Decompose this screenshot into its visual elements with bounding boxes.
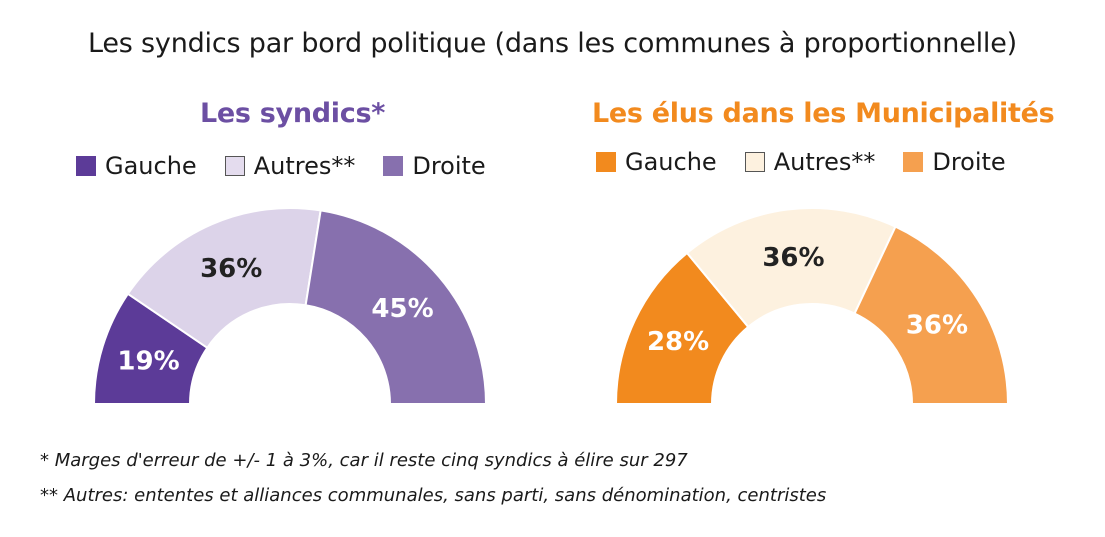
legend-swatch-autres (224, 156, 245, 176)
legend-label-autres: Autres** (253, 152, 356, 180)
panel-title-syndics: Les syndics* (200, 98, 386, 129)
slice-elus-droite (853, 225, 1010, 405)
legend-swatch-autres (744, 152, 765, 172)
chart-title: Les syndics par bord politique (dans les… (88, 28, 1017, 59)
footnote-margin: * Marges d'erreur de +/- 1 à 3%, car il … (40, 450, 688, 471)
slice-syndics-autres (126, 207, 322, 350)
legend-item-gauche: Gauche (596, 148, 717, 176)
footnote-autres: ** Autres: ententes et alliances communa… (40, 485, 827, 506)
legend-item-droite: Droite (903, 148, 1006, 176)
legend-swatch-gauche (76, 156, 96, 176)
panel-title-elus: Les élus dans les Municipalités (592, 98, 1055, 129)
legend-item-autres: Autres** (224, 152, 356, 180)
slice-label-elus-droite: 36% (906, 311, 968, 341)
legend-item-autres: Autres** (744, 148, 876, 176)
slice-label-elus-autres: 36% (762, 243, 824, 273)
legend-label-gauche: Gauche (105, 152, 197, 180)
legend-swatch-gauche (596, 152, 616, 172)
legend-swatch-droite (903, 152, 924, 172)
legend-label-autres: Autres** (773, 148, 876, 176)
slice-label-syndics-gauche: 19% (117, 346, 179, 376)
slice-label-syndics-autres: 36% (200, 254, 262, 284)
legend-item-droite: Droite (383, 152, 486, 180)
slice-elus-autres (685, 207, 897, 329)
slice-syndics-droite (304, 209, 488, 405)
legend-syndics: Gauche Autres** Droite (76, 152, 486, 180)
slice-label-elus-gauche: 28% (647, 327, 709, 357)
legend-label-droite: Droite (412, 152, 486, 180)
legend-item-gauche: Gauche (76, 152, 197, 180)
legend-label-droite: Droite (932, 148, 1006, 176)
legend-elus: Gauche Autres** Droite (596, 148, 1006, 176)
legend-swatch-droite (383, 156, 404, 176)
legend-label-gauche: Gauche (625, 148, 717, 176)
slice-label-syndics-droite: 45% (371, 294, 433, 324)
